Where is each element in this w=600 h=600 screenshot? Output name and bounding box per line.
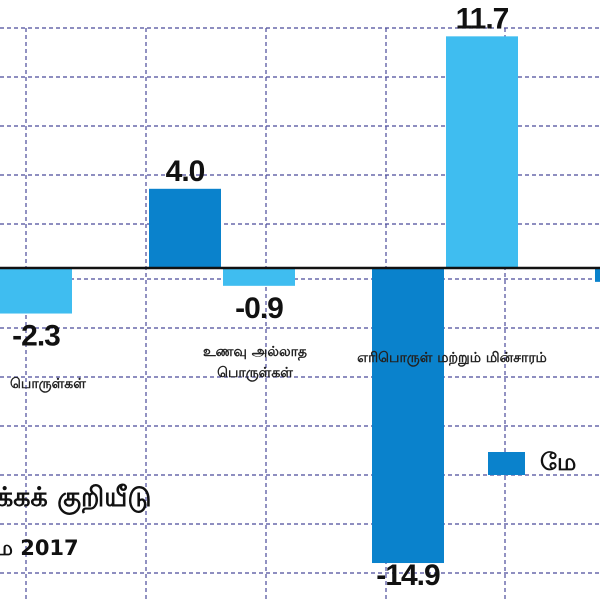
bar [0,268,72,314]
data-label: 4.0 [166,155,205,188]
data-label: 11.7 [456,2,509,35]
data-label: -14.9 [376,559,440,592]
bar [446,36,518,269]
chart-title: க்கக் குறியீடு [0,482,152,513]
legend-swatch [488,452,525,475]
bar [595,268,600,282]
bar [372,268,444,564]
bar [149,188,221,268]
data-label: -2.3 [12,320,60,353]
legend-label: மே [540,448,577,476]
data-label: -0.9 [235,292,283,325]
category-label-1: உணவு அல்லாத பொருள்கள் [202,344,308,381]
category-label-0: பொருள்கள் [10,376,86,392]
chart-subtitle: ம 2017 [0,536,79,560]
bar [223,268,295,286]
category-label-2: எரிபொருள் மற்றும் மின்சாரம் [357,350,547,366]
